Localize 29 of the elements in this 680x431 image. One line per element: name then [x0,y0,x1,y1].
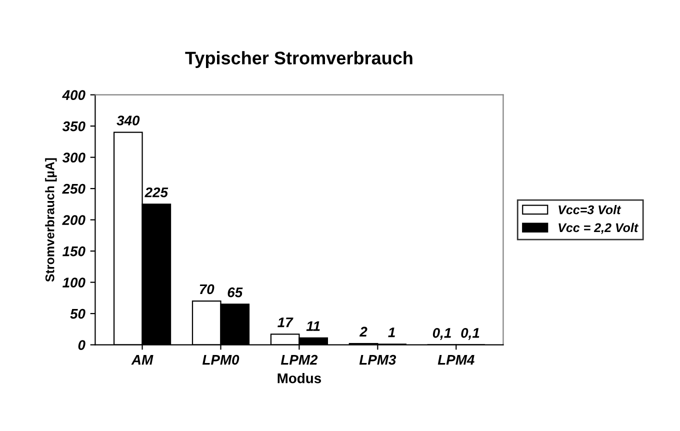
data-label: 0,1 [461,328,480,340]
data-label: 65 [228,287,243,298]
data-label: 225 [144,187,168,198]
y-tick-label: 0 [78,340,86,350]
legend-label: Vcc=3 Volt [558,205,622,214]
y-axis-title: Stromverbrauch [µA] [45,158,57,282]
legend-label: Vcc = 2,2 Volt [558,222,639,234]
data-label: 70 [200,284,214,294]
y-tick-label: 300 [62,152,86,162]
data-label: 11 [306,321,320,331]
y-tick-label: 150 [62,246,86,256]
y-tick-label: 250 [62,184,86,194]
data-label: 0,1 [432,328,451,340]
y-tick-label: 50 [70,308,86,319]
data-label: 1 [388,328,395,338]
x-axis-title: Modus [278,373,322,384]
y-tick-label: 200 [62,215,86,225]
x-tick-label: LPM4 [438,355,474,365]
data-label: 17 [278,318,294,328]
y-tick-label: 400 [62,90,86,100]
y-tick-label: 100 [62,278,86,288]
x-tick-label: LPM2 [280,354,318,365]
x-tick-label: LPM0 [202,354,240,365]
data-label: 340 [116,116,140,126]
chart-title: Typischer Stromverbrauch [185,51,412,68]
data-label: 2 [359,326,368,336]
x-tick-label: LPM3 [359,354,396,365]
y-tick-label: 350 [62,121,86,132]
x-tick-label: AM [131,355,154,365]
